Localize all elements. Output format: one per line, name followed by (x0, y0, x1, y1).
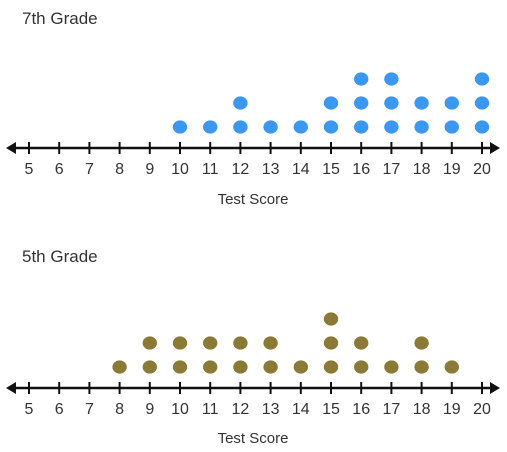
dot-plot-5th-grade: 5th Grade 5 6 7 8 9 10 11 12 13 14 15 16 17 18 19 20 Te… (6, 247, 500, 447)
data-dot (354, 120, 369, 134)
data-dot (203, 120, 218, 134)
data-dot (263, 120, 278, 134)
data-dot (323, 120, 339, 134)
data-dot (354, 360, 369, 374)
tick-label: 13 (262, 401, 280, 418)
data-dot (323, 336, 339, 350)
data-dot (444, 96, 459, 110)
data-dot (293, 120, 308, 134)
tick-label: 16 (352, 161, 370, 178)
data-dot (354, 96, 369, 110)
tick-label: 14 (292, 401, 310, 418)
chart-title: 7th Grade (22, 9, 98, 28)
data-dot (203, 336, 218, 350)
data-dot (233, 96, 248, 110)
tick-label: 12 (232, 161, 250, 178)
tick-label: 7 (85, 161, 94, 178)
right-arrow-icon (490, 142, 500, 154)
left-arrow-icon (6, 382, 16, 394)
tick-label: 11 (202, 161, 219, 178)
tick-label: 8 (115, 161, 124, 178)
tick-label: 15 (322, 401, 340, 418)
tick-label: 12 (232, 401, 250, 418)
data-dot (233, 360, 248, 374)
tick-label: 8 (115, 401, 124, 418)
tick-label: 6 (55, 401, 64, 418)
tick-label: 13 (262, 161, 280, 178)
data-dot (142, 336, 157, 350)
tick-label: 5 (25, 401, 34, 418)
data-dot (172, 336, 188, 350)
data-dot (354, 336, 369, 350)
tick-label: 19 (443, 401, 461, 418)
tick-label: 9 (145, 161, 154, 178)
tick-label: 20 (473, 401, 491, 418)
tick-label: 9 (145, 401, 154, 418)
tick-label: 20 (473, 161, 491, 178)
data-dot (354, 72, 369, 86)
tick-label: 7 (85, 401, 94, 418)
data-dot (112, 360, 127, 374)
number-line: 5 6 7 8 9 10 11 12 13 14 15 16 17 18 19 20 (6, 382, 500, 418)
tick-label: 17 (383, 401, 401, 418)
data-dot (414, 360, 429, 374)
data-dot (414, 120, 429, 134)
tick-label: 18 (413, 401, 431, 418)
tick-label: 5 (25, 161, 34, 178)
dots-group (112, 312, 459, 374)
data-dot (414, 336, 429, 350)
data-dot (384, 96, 399, 110)
tick-label: 10 (171, 161, 189, 178)
data-dot (293, 360, 308, 374)
tick-label: 17 (383, 161, 401, 178)
data-dot (323, 312, 339, 326)
data-dot (323, 96, 339, 110)
tick-label: 10 (171, 401, 189, 418)
tick-label: 15 (322, 161, 340, 178)
data-dot (384, 360, 399, 374)
tick-label: 6 (55, 161, 64, 178)
data-dot (444, 120, 459, 134)
tick-label: 18 (413, 161, 431, 178)
x-axis-label: Test Score (218, 191, 289, 208)
data-dot (172, 360, 188, 374)
tick-label: 19 (443, 161, 461, 178)
tick-label: 11 (202, 401, 219, 418)
left-arrow-icon (6, 142, 16, 154)
x-axis-label: Test Score (218, 430, 289, 447)
data-dot (384, 72, 399, 86)
right-arrow-icon (490, 382, 500, 394)
data-dot (263, 336, 278, 350)
dot-plot-7th-grade: 7th Grade 5 6 7 8 9 10 11 12 13 14 15 16 17 18 19 20 Te… (6, 9, 500, 208)
data-dot (384, 120, 399, 134)
data-dot (172, 120, 188, 134)
data-dot (323, 360, 339, 374)
data-dot (474, 72, 490, 86)
data-dot (233, 120, 248, 134)
data-dot (203, 360, 218, 374)
data-dot (474, 120, 490, 134)
dots-group (172, 72, 490, 134)
tick-label: 14 (292, 161, 310, 178)
data-dot (142, 360, 157, 374)
chart-title: 5th Grade (22, 247, 98, 266)
data-dot (474, 96, 490, 110)
tick-label: 16 (352, 401, 370, 418)
data-dot (263, 360, 278, 374)
data-dot (233, 336, 248, 350)
number-line: 5 6 7 8 9 10 11 12 13 14 15 16 17 18 19 20 (6, 142, 500, 178)
data-dot (414, 96, 429, 110)
data-dot (444, 360, 459, 374)
